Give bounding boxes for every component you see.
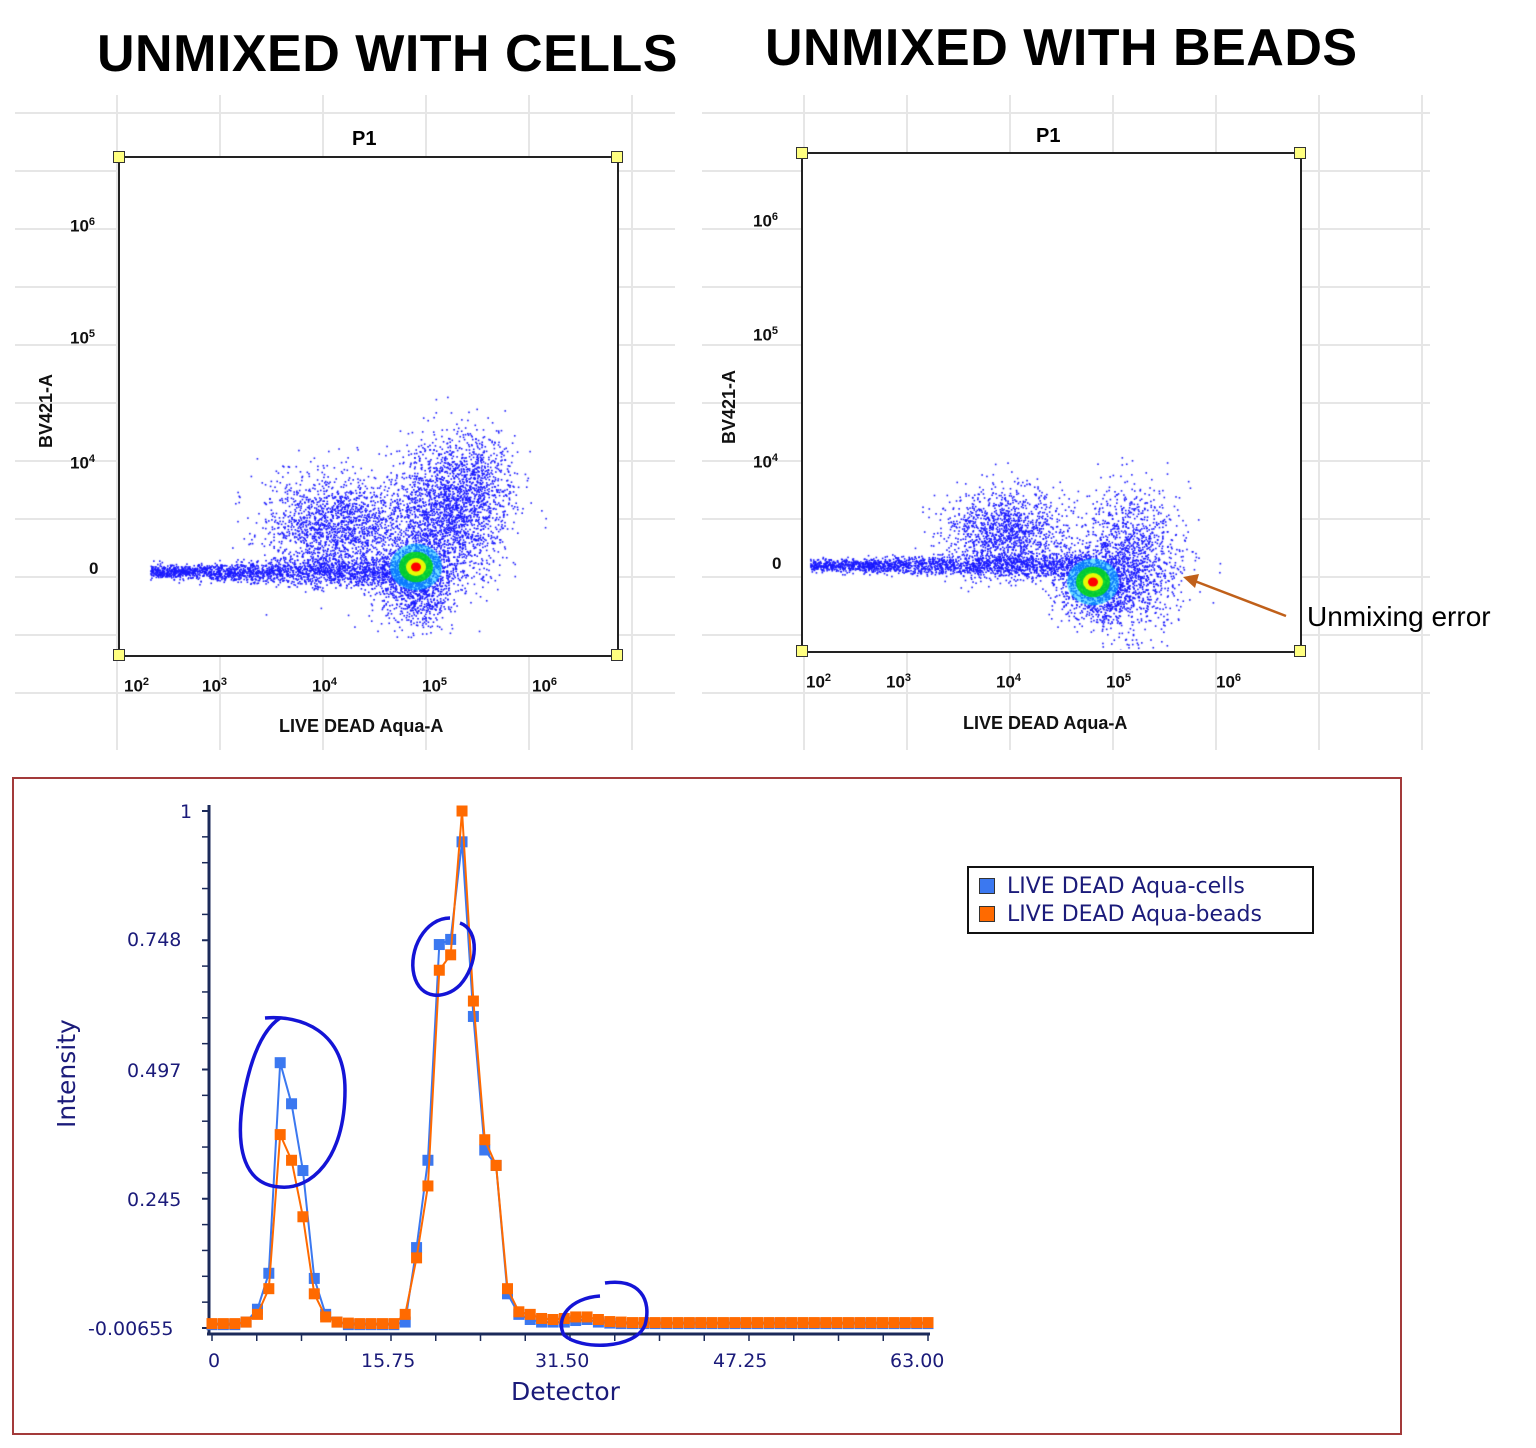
legend-item-beads: LIVE DEAD Aqua-beads [979, 902, 1262, 927]
y-tick-label: 104 [753, 452, 779, 472]
scatter-points-beads [802, 153, 1299, 650]
y-tick-label: 0 [772, 554, 782, 573]
y-tick-label: 0.245 [127, 1189, 182, 1211]
x-tick-label: 102 [124, 676, 150, 696]
y-axis-label: BV421-A [36, 373, 56, 448]
legend-item-cells: LIVE DEAD Aqua-cells [979, 874, 1245, 899]
x-tick-label: 104 [996, 672, 1022, 692]
y-tick-label: 105 [70, 328, 96, 348]
y-tick-label: 0.497 [127, 1060, 182, 1082]
y-tick-label: 0 [89, 559, 99, 578]
y-tick-label: 106 [753, 211, 779, 231]
legend-label: LIVE DEAD Aqua-beads [1007, 902, 1262, 927]
x-tick-label: 106 [532, 676, 558, 696]
y-tick-label: -0.00655 [88, 1318, 174, 1340]
x-tick-label: 103 [886, 672, 912, 692]
y-axis-label: Intensity [52, 1019, 81, 1128]
x-tick-label: 105 [422, 676, 448, 696]
x-axis-label: LIVE DEAD Aqua-A [963, 713, 1128, 733]
y-tick-label: 105 [753, 325, 779, 345]
y-axis-label: BV421-A [719, 369, 739, 444]
scatter-points-cells [119, 157, 616, 654]
spectrum-chart-frame [12, 777, 1402, 1435]
x-tick-label: 105 [1106, 672, 1132, 692]
legend-label: LIVE DEAD Aqua-cells [1007, 874, 1245, 899]
x-tick-label: 106 [1216, 672, 1242, 692]
title-cells: UNMIXED WITH CELLS [97, 25, 678, 83]
legend-swatch [979, 906, 995, 922]
x-axis-label: LIVE DEAD Aqua-A [279, 716, 444, 736]
x-tick-label: 103 [202, 676, 228, 696]
x-tick-label: 63.00 [890, 1350, 945, 1372]
x-tick-label: 0 [208, 1350, 221, 1372]
unmixing-error-label: Unmixing error [1307, 601, 1491, 632]
y-tick-label: 1 [180, 801, 193, 823]
y-tick-label: 0.748 [127, 929, 182, 951]
x-tick-label: 104 [312, 676, 338, 696]
legend-swatch [979, 878, 995, 894]
y-tick-label: 106 [70, 216, 96, 236]
gate-label: P1 [352, 128, 377, 150]
x-tick-label: 47.25 [713, 1350, 768, 1372]
title-beads: UNMIXED WITH BEADS [765, 19, 1358, 77]
y-tick-label: 104 [70, 453, 96, 473]
x-tick-label: 102 [806, 672, 832, 692]
x-axis-label: Detector [511, 1377, 620, 1406]
x-tick-label: 15.75 [361, 1350, 416, 1372]
gate-label: P1 [1036, 125, 1061, 147]
legend: LIVE DEAD Aqua-cells LIVE DEAD Aqua-bead… [967, 866, 1314, 934]
x-tick-label: 31.50 [535, 1350, 590, 1372]
